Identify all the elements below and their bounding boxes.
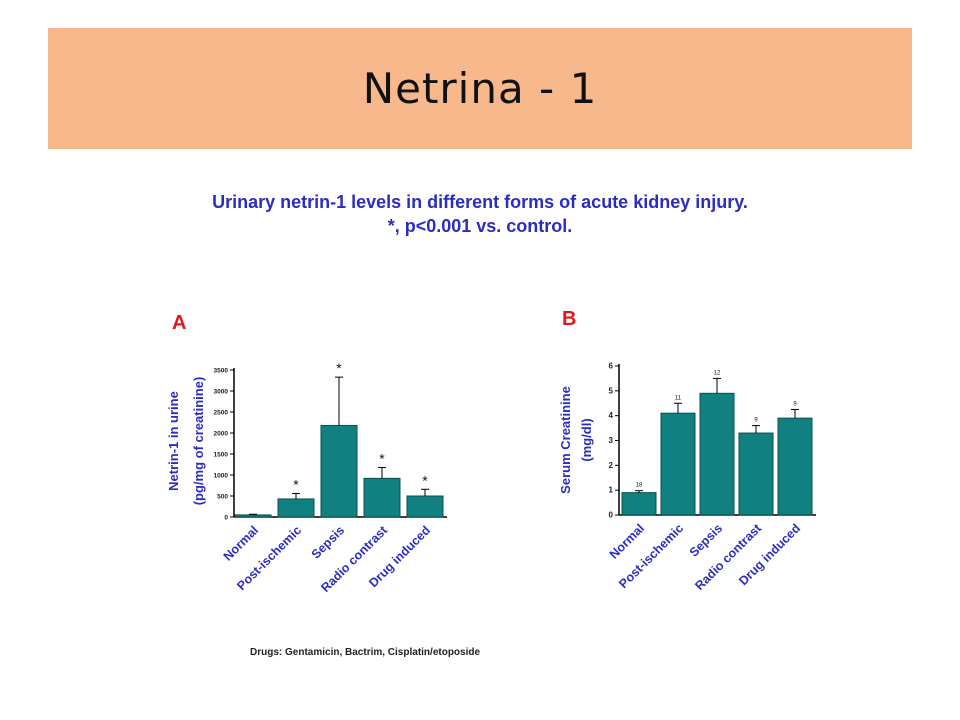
category-label: Sepsis xyxy=(309,523,347,561)
bar xyxy=(621,492,657,516)
y-tick-label: 2000 xyxy=(214,431,229,438)
panel-letter-a: A xyxy=(172,312,187,334)
bar xyxy=(406,495,444,518)
y-axis-title-line-1: Serum Creatinine xyxy=(558,386,573,494)
significance-marker: * xyxy=(293,476,299,492)
y-axis-title-line-1: Netrin-1 in urine xyxy=(166,391,181,491)
y-tick-label: 3500 xyxy=(214,368,229,375)
y-tick-label: 5 xyxy=(609,386,614,395)
bar xyxy=(363,477,401,518)
panel-letter-b: B xyxy=(562,308,577,330)
y-tick-label: 500 xyxy=(217,494,228,501)
y-tick-label: 1000 xyxy=(214,473,229,480)
significance-marker: 11 xyxy=(675,395,682,401)
y-axis-title-line-2: (mg/dl) xyxy=(579,418,594,461)
caption-line-1: Urinary netrin-1 levels in different for… xyxy=(212,192,748,212)
caption-line-2: *, p<0.001 vs. control. xyxy=(387,216,573,236)
chart-panel-b: 012345618Normal11Post-ischemic12Sepsis9R… xyxy=(558,362,816,593)
title-band: Netrina - 1 xyxy=(48,28,912,149)
bar xyxy=(699,392,735,516)
bar xyxy=(234,514,272,518)
significance-marker: 12 xyxy=(714,370,721,376)
significance-marker: 9 xyxy=(754,418,758,424)
significance-marker: * xyxy=(336,360,342,376)
bar xyxy=(738,432,774,516)
y-tick-label: 4 xyxy=(609,411,614,420)
y-tick-label: 6 xyxy=(609,362,614,371)
category-label: Normal xyxy=(221,523,261,563)
y-tick-label: 0 xyxy=(224,515,228,522)
y-tick-label: 3 xyxy=(609,436,614,445)
y-tick-label: 0 xyxy=(609,511,614,520)
significance-marker: 18 xyxy=(636,483,643,489)
y-tick-label: 1500 xyxy=(214,452,229,459)
y-axis-title-line-2: (pg/mg of creatinine) xyxy=(191,377,206,506)
bar xyxy=(777,417,813,516)
category-label: Sepsis xyxy=(687,521,725,559)
figure-caption: Urinary netrin-1 levels in different for… xyxy=(130,190,830,238)
significance-marker: * xyxy=(422,472,428,488)
significance-marker: 9 xyxy=(793,401,797,407)
chart-panel-a: 0500100015002000250030003500Normal*Post-… xyxy=(166,360,447,595)
y-tick-label: 1 xyxy=(609,486,614,495)
category-label: Radio contrast xyxy=(692,521,764,593)
footnote: Drugs: Gentamicin, Bactrim, Cisplatin/et… xyxy=(250,647,481,658)
bar xyxy=(277,498,315,518)
significance-marker: * xyxy=(379,450,385,466)
y-tick-label: 3000 xyxy=(214,389,229,396)
y-tick-label: 2 xyxy=(609,461,614,470)
y-tick-label: 2500 xyxy=(214,410,229,417)
slide-title: Netrina - 1 xyxy=(362,64,598,113)
bar xyxy=(660,412,696,516)
bar xyxy=(320,424,358,518)
